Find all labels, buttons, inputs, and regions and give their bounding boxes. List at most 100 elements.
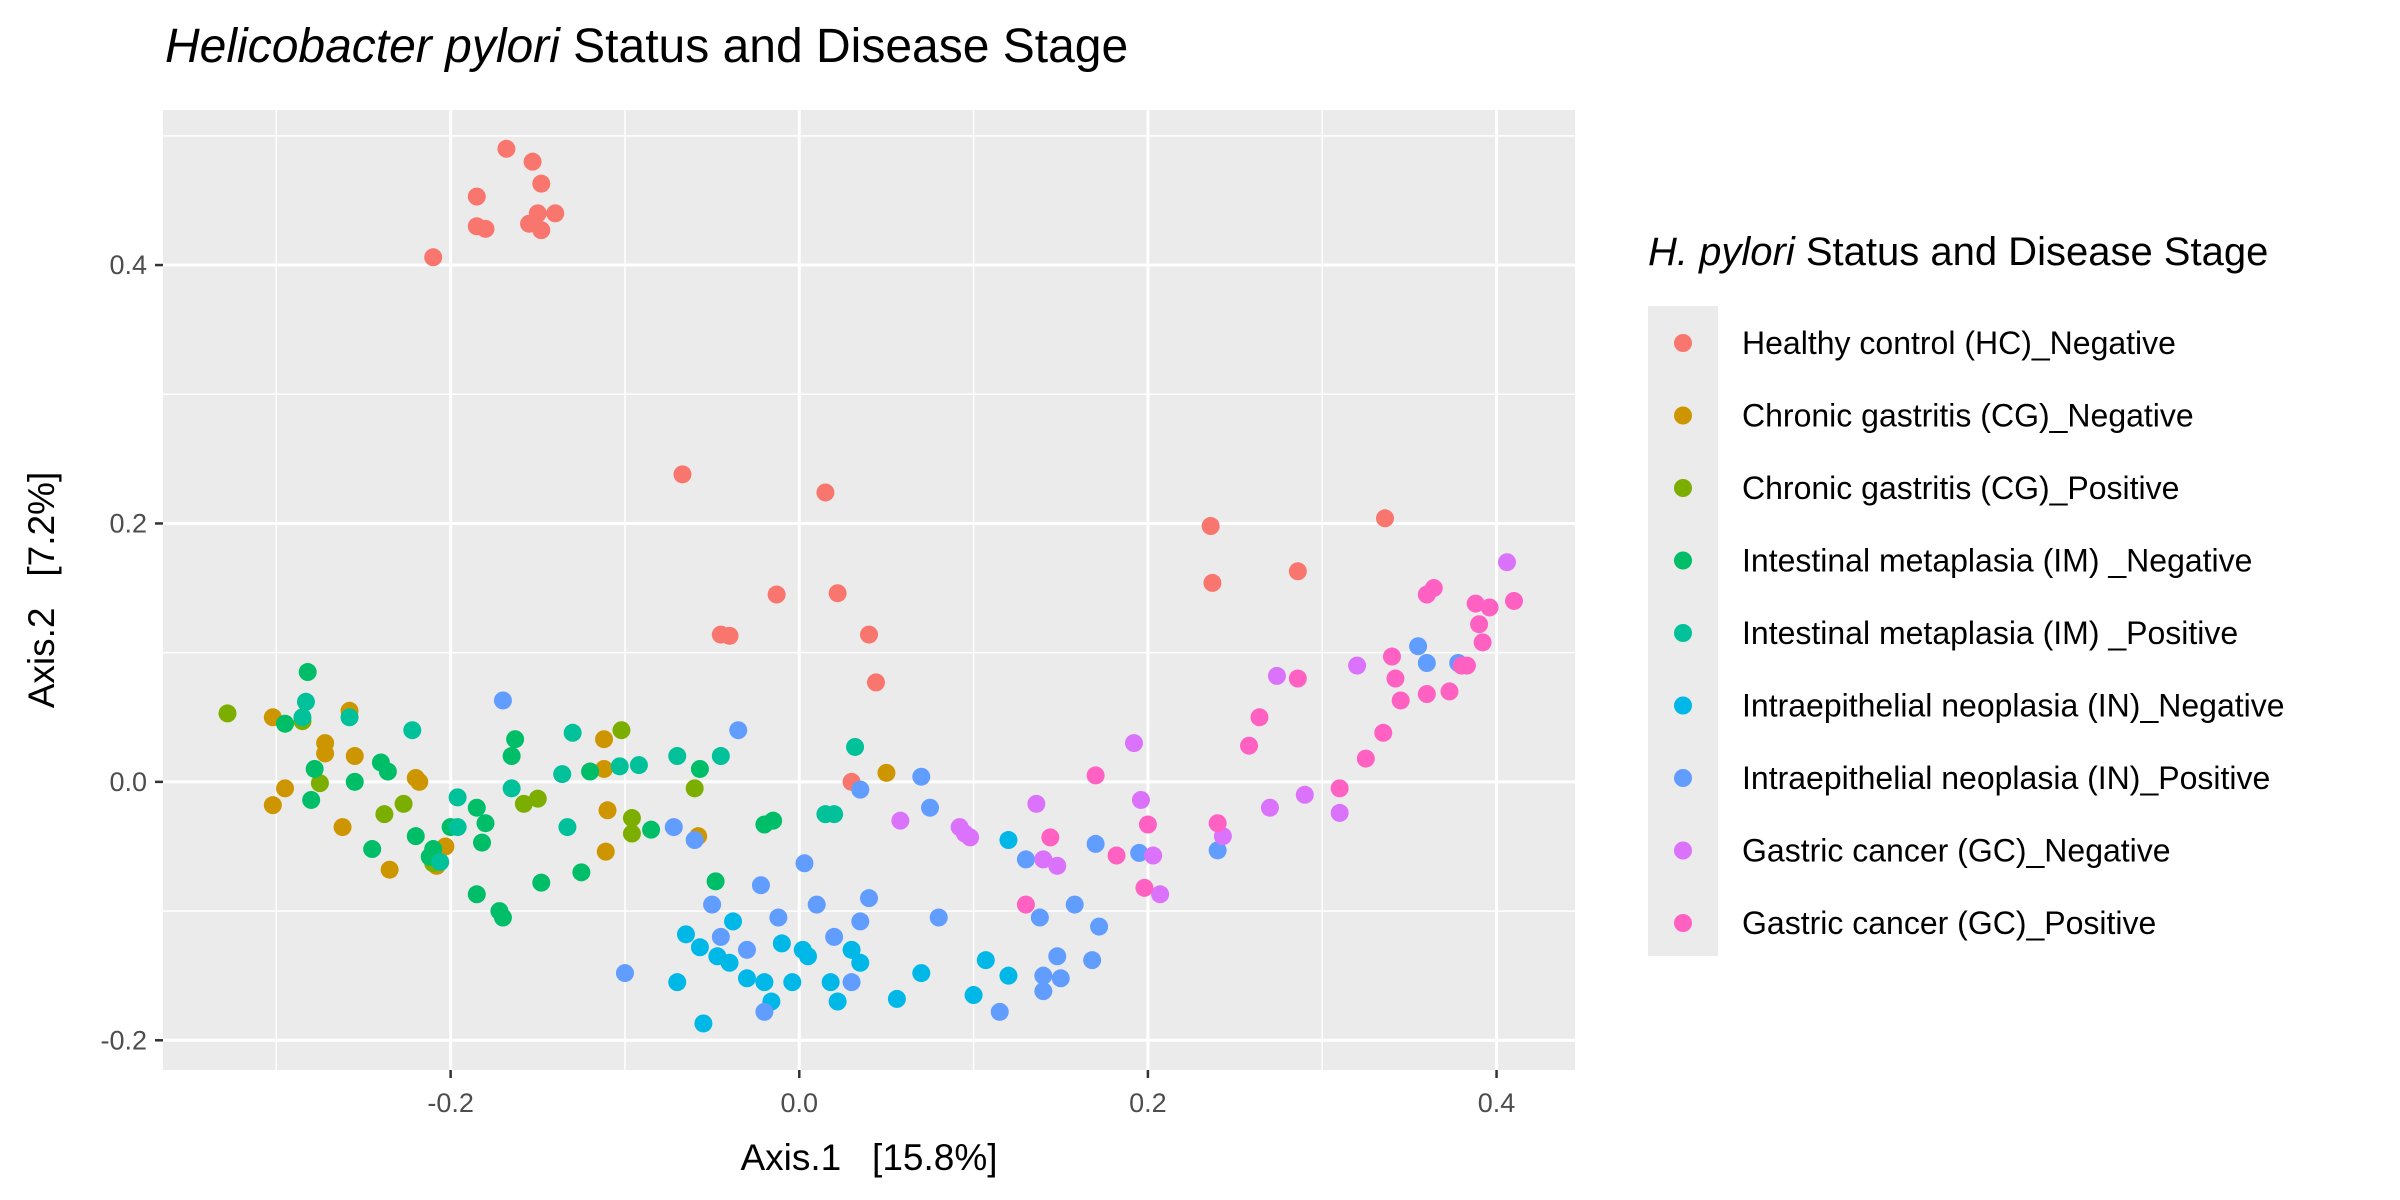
legend-label-4: Intestinal metaplasia (IM) _Negative (1742, 543, 2252, 579)
data-point (1417, 654, 1436, 673)
data-point (851, 912, 870, 931)
data-point (316, 744, 335, 763)
data-point (1208, 841, 1227, 860)
legend-label-2: Chronic gastritis (CG)_Negative (1742, 398, 2194, 434)
legend-key-3 (1674, 479, 1692, 497)
data-point (685, 831, 704, 850)
data-point (1201, 517, 1220, 536)
legend: H. pylori Status and Disease Stage Healt… (1648, 230, 2285, 956)
legend-key-9 (1674, 914, 1692, 932)
data-point (703, 895, 722, 914)
data-point (1424, 579, 1443, 598)
data-point (558, 818, 577, 837)
legend-label-8: Gastric cancer (GC)_Negative (1742, 833, 2171, 869)
data-point (363, 840, 382, 859)
legend-title: H. pylori Status and Disease Stage (1648, 230, 2268, 274)
data-point (403, 721, 422, 740)
series-7 (493, 637, 1468, 1021)
data-point (615, 964, 634, 983)
legend-key-1 (1674, 334, 1692, 352)
data-point (532, 873, 551, 892)
x-tick-label: 0.2 (1129, 1088, 1167, 1118)
data-point (783, 973, 802, 992)
data-point (502, 747, 521, 766)
data-point (795, 854, 814, 873)
data-point (828, 584, 847, 603)
data-point (1086, 834, 1105, 853)
data-point (825, 805, 844, 824)
data-point (1356, 749, 1375, 768)
data-point (1083, 951, 1102, 970)
data-point (1480, 598, 1499, 617)
data-point (887, 989, 906, 1008)
series-5 (293, 692, 865, 871)
data-point (1048, 856, 1067, 875)
x-tick-label: -0.2 (427, 1088, 474, 1118)
data-point (729, 721, 748, 740)
data-point (380, 860, 399, 879)
data-point (493, 691, 512, 710)
data-point (1034, 850, 1053, 869)
data-point (610, 757, 629, 776)
data-point (563, 723, 582, 742)
data-point (528, 789, 547, 808)
data-point (493, 908, 512, 927)
data-point (1030, 908, 1049, 927)
data-point (961, 828, 980, 847)
y-tick-label: -0.2 (100, 1025, 147, 1055)
data-point (1250, 708, 1269, 727)
data-point (755, 973, 774, 992)
data-point (1086, 766, 1105, 785)
data-point (1034, 966, 1053, 985)
data-point (1374, 723, 1393, 742)
data-point (685, 779, 704, 798)
data-point (595, 730, 614, 749)
data-point (1016, 895, 1035, 914)
data-point (467, 885, 486, 904)
data-point (724, 912, 743, 931)
data-point (296, 692, 315, 711)
data-point (1065, 895, 1084, 914)
data-point (581, 762, 600, 781)
data-point (999, 831, 1018, 850)
data-point (1330, 779, 1349, 798)
legend-key-5 (1674, 624, 1692, 642)
data-point (431, 852, 450, 871)
data-point (1267, 666, 1286, 685)
legend-key-2 (1674, 406, 1692, 425)
data-point (1208, 814, 1227, 833)
data-point (1034, 982, 1053, 1001)
data-point (877, 763, 896, 782)
data-point (1440, 682, 1459, 701)
data-point (1240, 736, 1259, 755)
data-point (333, 818, 352, 837)
plot-panel (163, 110, 1575, 1070)
data-point (394, 794, 413, 813)
series-4 (276, 663, 783, 927)
y-tick-label: 0.2 (109, 508, 147, 538)
data-point (345, 747, 364, 766)
data-point (473, 833, 492, 852)
series-1 (424, 139, 1394, 791)
scatter-points (218, 139, 1523, 1033)
series-9 (1016, 579, 1523, 914)
data-point (572, 863, 591, 882)
data-point (1470, 615, 1489, 634)
data-point (1051, 969, 1070, 988)
data-point (406, 768, 425, 787)
data-point (793, 940, 812, 959)
data-point (846, 737, 865, 756)
data-point (825, 927, 844, 946)
data-point (929, 908, 948, 927)
legend-label-3: Chronic gastritis (CG)_Positive (1742, 470, 2179, 506)
data-point (596, 842, 615, 861)
data-point (891, 811, 910, 830)
data-point (1498, 553, 1517, 572)
data-point (298, 663, 317, 682)
legend-label-9: Gastric cancer (GC)_Positive (1742, 905, 2156, 941)
data-point (1473, 633, 1492, 652)
data-point (711, 747, 730, 766)
data-point (276, 779, 295, 798)
data-point (476, 219, 495, 238)
